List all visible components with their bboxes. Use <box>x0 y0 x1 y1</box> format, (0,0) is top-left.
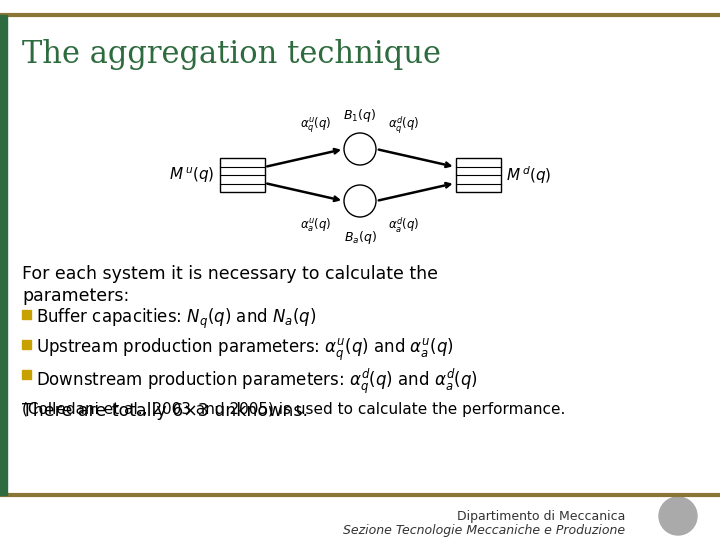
Text: Sezione Tecnologie Meccaniche e Produzione: Sezione Tecnologie Meccaniche e Produzio… <box>343 524 625 537</box>
Text: $B_1(q)$: $B_1(q)$ <box>343 106 377 124</box>
Text: Downstream production parameters: $\alpha^d_q(q)$ and $\alpha^d_a(q)$: Downstream production parameters: $\alph… <box>36 367 478 396</box>
Text: $M^{\,d}(q)$: $M^{\,d}(q)$ <box>506 164 552 186</box>
Bar <box>22 310 31 319</box>
Text: Buffer capacities: $N_q(q)$ and $N_a(q)$: Buffer capacities: $N_q(q)$ and $N_a(q)$ <box>36 307 317 331</box>
Text: $\alpha^u_a(q)$: $\alpha^u_a(q)$ <box>300 216 332 234</box>
Text: $M^{\,u}(q)$: $M^{\,u}(q)$ <box>168 165 214 185</box>
Text: parameters:: parameters: <box>22 287 130 305</box>
Circle shape <box>344 185 376 217</box>
Text: Dipartimento di Meccanica: Dipartimento di Meccanica <box>456 510 625 523</box>
Text: The aggregation technique: The aggregation technique <box>22 39 441 71</box>
Circle shape <box>659 497 697 535</box>
Circle shape <box>344 133 376 165</box>
Text: Upstream production parameters: $\alpha^u_q(q)$ and $\alpha^u_a(q)$: Upstream production parameters: $\alpha^… <box>36 337 454 363</box>
Bar <box>220 158 264 192</box>
Bar <box>22 340 31 349</box>
Text: For each system it is necessary to calculate the: For each system it is necessary to calcu… <box>22 265 438 283</box>
Text: There are totally 6×3 unknowns.: There are totally 6×3 unknowns. <box>22 402 308 420</box>
Bar <box>22 370 31 379</box>
Bar <box>456 158 500 192</box>
Bar <box>0 15 7 495</box>
Text: $B_a(q)$: $B_a(q)$ <box>343 228 377 246</box>
Text: $\alpha^d_a(q)$: $\alpha^d_a(q)$ <box>388 215 420 235</box>
Text: $\alpha^u_q(q)$: $\alpha^u_q(q)$ <box>300 116 332 134</box>
Text: $\alpha^d_q(q)$: $\alpha^d_q(q)$ <box>388 114 420 136</box>
Text: (Colledani et al., 2003 and 2005) is used to calculate the performance.: (Colledani et al., 2003 and 2005) is use… <box>22 402 565 417</box>
